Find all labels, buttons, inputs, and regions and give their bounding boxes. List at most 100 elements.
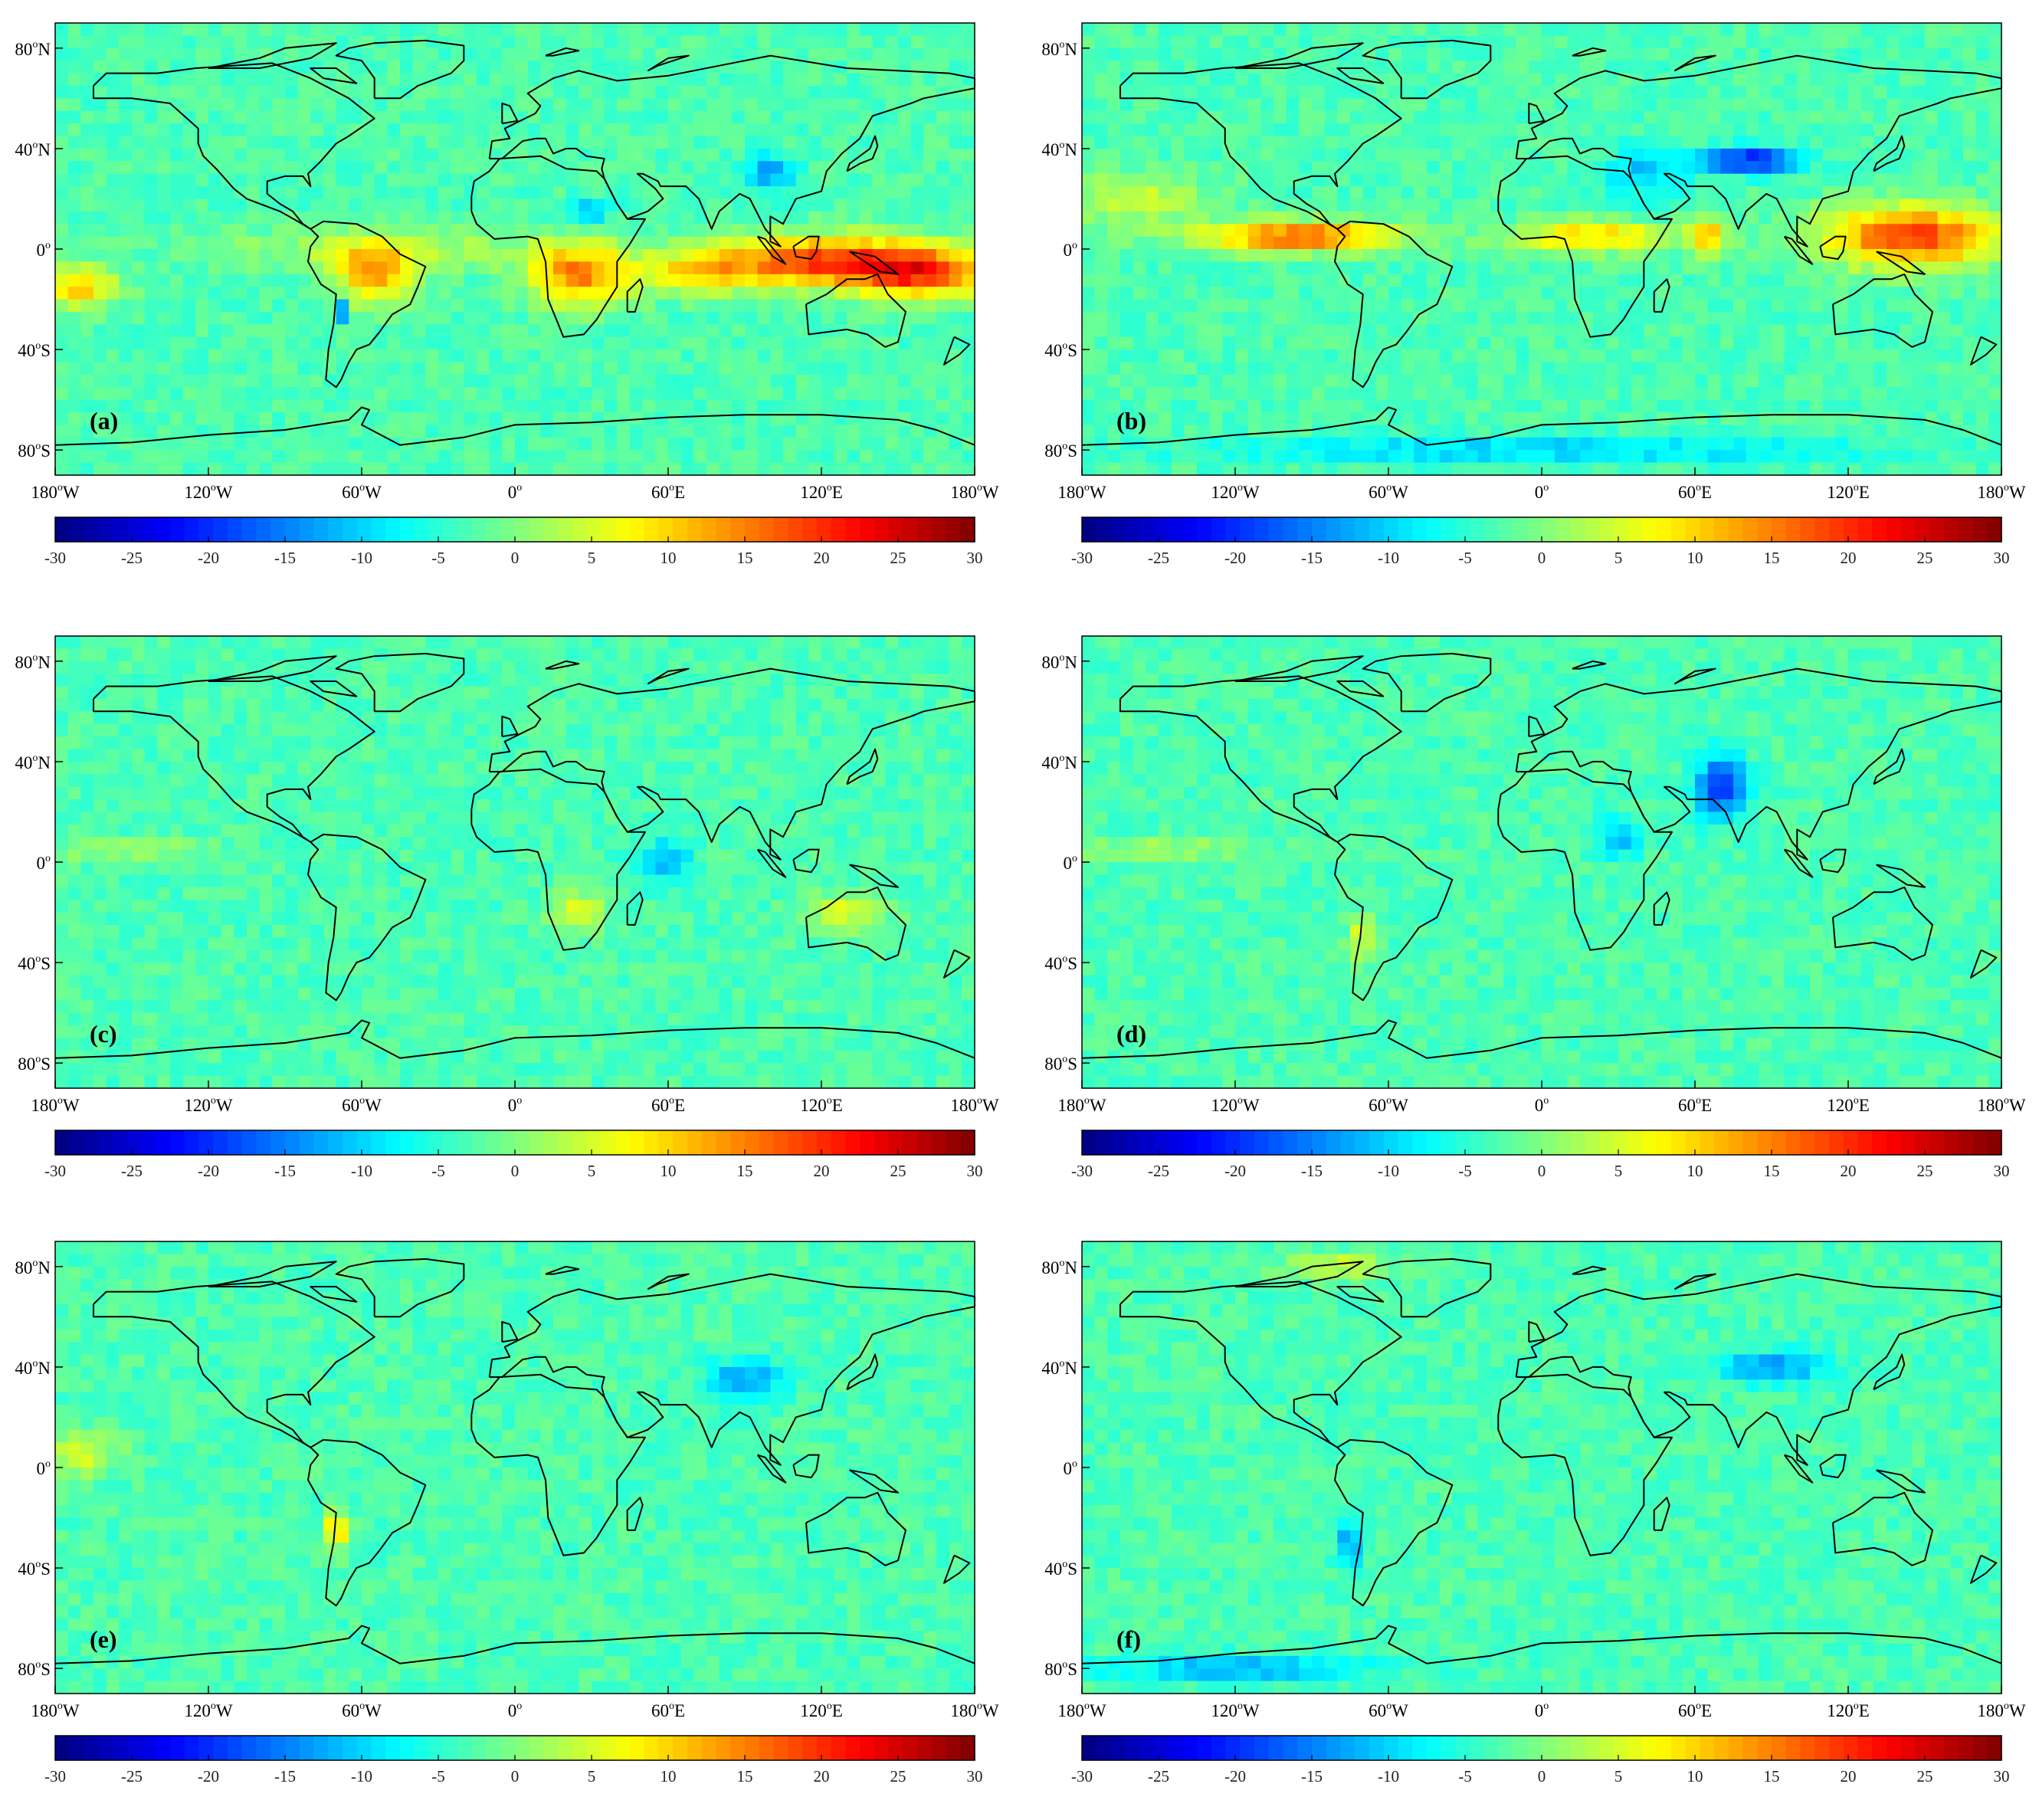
heatmap-cell bbox=[540, 425, 553, 438]
heatmap-cell bbox=[1235, 274, 1248, 287]
heatmap-cell bbox=[1797, 463, 1810, 476]
heatmap-cell bbox=[208, 224, 221, 237]
heatmap-cell bbox=[1759, 425, 1772, 438]
heatmap-cell bbox=[336, 237, 349, 250]
heatmap-cell bbox=[643, 387, 656, 400]
heatmap-cell bbox=[247, 237, 260, 250]
heatmap-cell bbox=[1414, 249, 1427, 262]
heatmap-cell bbox=[732, 86, 745, 99]
heatmap-cell bbox=[770, 123, 783, 136]
heatmap-cell bbox=[693, 186, 706, 199]
heatmap-cell bbox=[834, 98, 847, 111]
heatmap-cell bbox=[1375, 362, 1388, 375]
heatmap-cell bbox=[1325, 123, 1338, 136]
heatmap-cell bbox=[336, 261, 349, 274]
heatmap-cell bbox=[1542, 48, 1555, 61]
heatmap-cell bbox=[770, 149, 783, 162]
heatmap-cell bbox=[1835, 74, 1848, 87]
heatmap-cell bbox=[1363, 287, 1376, 300]
heatmap-cell bbox=[1440, 35, 1453, 48]
heatmap-cell bbox=[1095, 136, 1108, 149]
heatmap-cell bbox=[310, 438, 323, 451]
heatmap-cell bbox=[1848, 463, 1861, 476]
heatmap-cell bbox=[68, 224, 81, 237]
heatmap-cell bbox=[170, 274, 183, 287]
heatmap-cell bbox=[247, 412, 260, 425]
heatmap-cell bbox=[1759, 274, 1772, 287]
heatmap-cell bbox=[93, 35, 107, 48]
heatmap-cell bbox=[732, 186, 745, 199]
heatmap-cell bbox=[1605, 349, 1618, 362]
heatmap-cell bbox=[847, 362, 860, 375]
heatmap-cell bbox=[732, 161, 745, 174]
heatmap-cell bbox=[1695, 149, 1708, 162]
heatmap-cell bbox=[1222, 237, 1235, 250]
heatmap-cell bbox=[1235, 35, 1248, 48]
heatmap-cell bbox=[132, 161, 145, 174]
heatmap-cell bbox=[1516, 463, 1529, 476]
heatmap-cell bbox=[183, 300, 196, 313]
heatmap-cell bbox=[349, 450, 362, 463]
heatmap-cell bbox=[1542, 450, 1555, 463]
heatmap-cell bbox=[1759, 186, 1772, 199]
heatmap-cell bbox=[387, 98, 400, 111]
heatmap-cell bbox=[1312, 249, 1325, 262]
heatmap-cell bbox=[1772, 98, 1785, 111]
heatmap-cell bbox=[1823, 23, 1836, 36]
heatmap-cell bbox=[1401, 387, 1415, 400]
heatmap-cell bbox=[157, 186, 170, 199]
heatmap-cell bbox=[119, 186, 132, 199]
heatmap-cell bbox=[1133, 324, 1146, 337]
heatmap-cell bbox=[655, 98, 668, 111]
heatmap-cell bbox=[68, 425, 81, 438]
heatmap-cell bbox=[821, 98, 834, 111]
heatmap-cell bbox=[1401, 186, 1415, 199]
heatmap-cell bbox=[681, 438, 694, 451]
heatmap-cell bbox=[349, 400, 362, 413]
heatmap-cell bbox=[1516, 375, 1529, 388]
heatmap-cell bbox=[873, 198, 886, 212]
heatmap-cell bbox=[1260, 312, 1274, 325]
heatmap-cell bbox=[1605, 98, 1618, 111]
heatmap-cell bbox=[1720, 136, 1733, 149]
heatmap-cell bbox=[617, 261, 630, 274]
heatmap-cell bbox=[157, 249, 170, 262]
heatmap-cell bbox=[796, 463, 809, 476]
heatmap-cell bbox=[681, 23, 694, 36]
heatmap-cell bbox=[962, 375, 975, 388]
heatmap-cell bbox=[1720, 123, 1733, 136]
heatmap-cell bbox=[834, 300, 847, 313]
heatmap-cell bbox=[783, 463, 796, 476]
heatmap-cell bbox=[145, 237, 158, 250]
heatmap-cell bbox=[1184, 287, 1197, 300]
heatmap-cell bbox=[1337, 98, 1350, 111]
heatmap-cell bbox=[298, 387, 311, 400]
heatmap-cell bbox=[1210, 86, 1223, 99]
heatmap-cell bbox=[923, 274, 936, 287]
heatmap-cell bbox=[1095, 23, 1108, 36]
heatmap-cell bbox=[808, 23, 821, 36]
heatmap-cell bbox=[1785, 337, 1798, 350]
heatmap-cell bbox=[93, 324, 107, 337]
heatmap-cell bbox=[1861, 198, 1874, 212]
heatmap-cell bbox=[834, 123, 847, 136]
heatmap-cell bbox=[119, 375, 132, 388]
heatmap-cell bbox=[1555, 23, 1568, 36]
heatmap-cell bbox=[208, 198, 221, 212]
heatmap-cell bbox=[732, 300, 745, 313]
heatmap-cell bbox=[1490, 400, 1503, 413]
heatmap-cell bbox=[1287, 86, 1300, 99]
heatmap-cell bbox=[272, 300, 285, 313]
heatmap-cell bbox=[885, 400, 898, 413]
heatmap-cell bbox=[1465, 48, 1478, 61]
heatmap-cell bbox=[1159, 74, 1172, 87]
heatmap-cell bbox=[183, 61, 196, 74]
heatmap-cell bbox=[885, 387, 898, 400]
heatmap-cell bbox=[170, 123, 183, 136]
heatmap-cell bbox=[1720, 287, 1733, 300]
heatmap-cell bbox=[643, 324, 656, 337]
heatmap-cell bbox=[1363, 237, 1376, 250]
heatmap-cell bbox=[1657, 48, 1670, 61]
heatmap-cell bbox=[208, 136, 221, 149]
heatmap-cell bbox=[1440, 237, 1453, 250]
